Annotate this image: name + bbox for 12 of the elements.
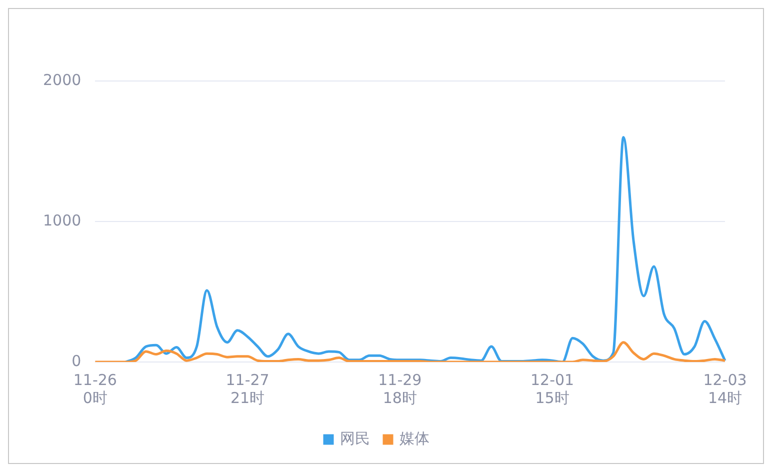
line-series: [124, 136, 726, 362]
legend-label: 媒体: [400, 429, 430, 448]
x-tick-label: 12-03 14时: [703, 370, 747, 407]
x-tick-label: 11-29 18时: [378, 370, 422, 407]
y-tick-label: 0: [72, 352, 82, 370]
x-tick-label: 11-27 21时: [226, 370, 270, 407]
x-tick-label: 11-26 0时: [73, 370, 117, 407]
y-tick-label: 2000: [42, 70, 82, 89]
line-series: [94, 341, 726, 362]
legend-label: 网民: [340, 429, 370, 448]
x-tick-label: 12-01 15时: [530, 370, 574, 407]
y-tick-label: 1000: [42, 211, 82, 230]
